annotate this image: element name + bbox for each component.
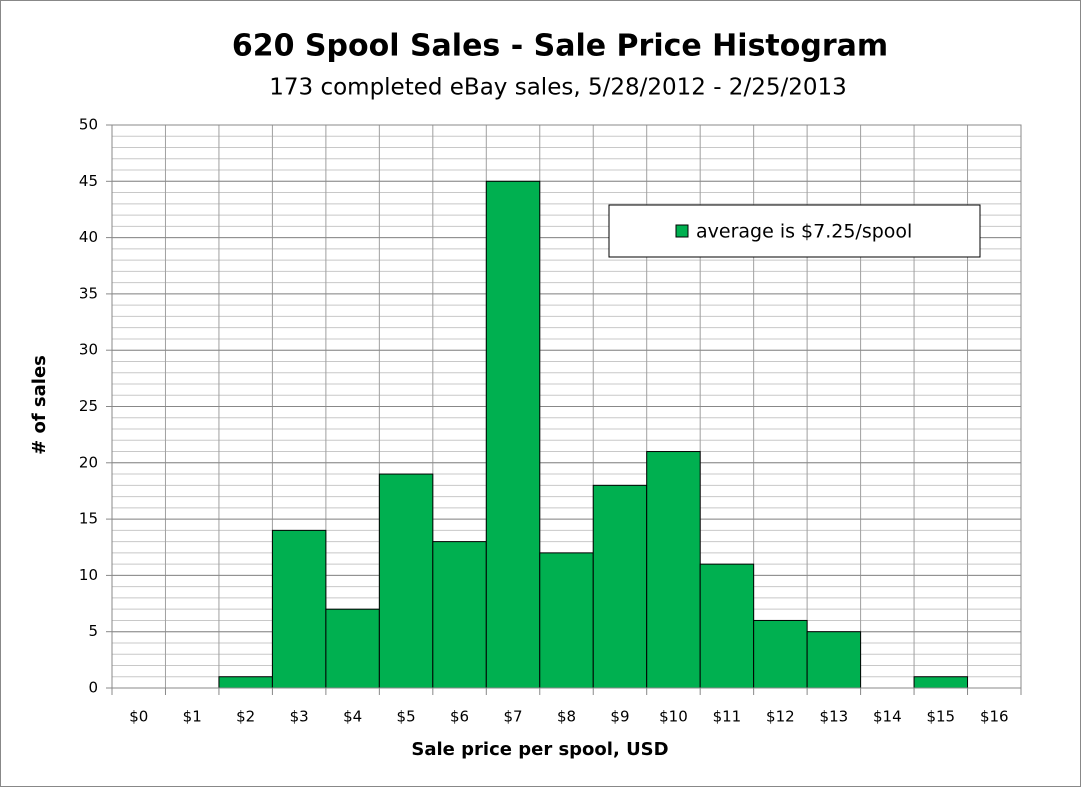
y-tick-label: 25: [79, 397, 98, 415]
x-axis-label: Sale price per spool, USD: [411, 739, 668, 760]
plot-border: [111, 124, 1022, 689]
y-tick-label: 5: [88, 622, 98, 640]
x-tick-label: $5: [397, 708, 416, 726]
x-tick-label: $10: [659, 708, 688, 726]
x-tick-label: $0: [129, 708, 148, 726]
x-tick-label: $1: [183, 708, 202, 726]
bar: [218, 676, 273, 689]
x-tick-label: $13: [820, 708, 849, 726]
bar: [592, 484, 648, 689]
bar: [646, 451, 701, 689]
bar: [699, 563, 755, 689]
bar: [806, 631, 862, 689]
y-tick-label: 50: [79, 116, 98, 134]
y-axis-label: # of sales: [29, 355, 50, 455]
chart-subtitle: 173 completed eBay sales, 5/28/2012 - 2/…: [269, 75, 847, 101]
x-tick-label: $9: [610, 708, 629, 726]
chart-title: 620 Spool Sales - Sale Price Histogram: [232, 29, 888, 64]
y-tick-label: 30: [79, 341, 98, 359]
x-tick-label: $14: [873, 708, 902, 726]
x-tick-label: $12: [766, 708, 795, 726]
y-tick-label: 40: [79, 228, 98, 246]
bar: [325, 608, 380, 689]
y-tick-label: 35: [79, 284, 98, 302]
x-tick-label: $11: [713, 708, 742, 726]
bar: [913, 676, 969, 689]
bar: [432, 541, 487, 689]
x-tick-label: $8: [557, 708, 576, 726]
y-tick-label: 45: [79, 172, 98, 190]
bar: [378, 473, 434, 689]
x-tick-label: $4: [343, 708, 362, 726]
legend-swatch: [675, 224, 689, 238]
legend-box: [608, 204, 981, 258]
x-tick-label: $15: [926, 708, 955, 726]
bar: [539, 552, 594, 689]
bar: [271, 529, 327, 689]
x-tick-label: $3: [290, 708, 309, 726]
bar: [485, 180, 541, 689]
bar: [753, 619, 808, 689]
y-tick-label: 10: [79, 566, 98, 584]
x-tick-label: $2: [236, 708, 255, 726]
y-tick-label: 0: [88, 679, 98, 697]
x-tick-label: $7: [503, 708, 522, 726]
x-tick-label: $16: [980, 708, 1009, 726]
y-tick-label: 15: [79, 510, 98, 528]
x-tick-label: $6: [450, 708, 469, 726]
legend-label: average is $7.25/spool: [696, 221, 912, 243]
y-tick-label: 20: [79, 453, 98, 471]
